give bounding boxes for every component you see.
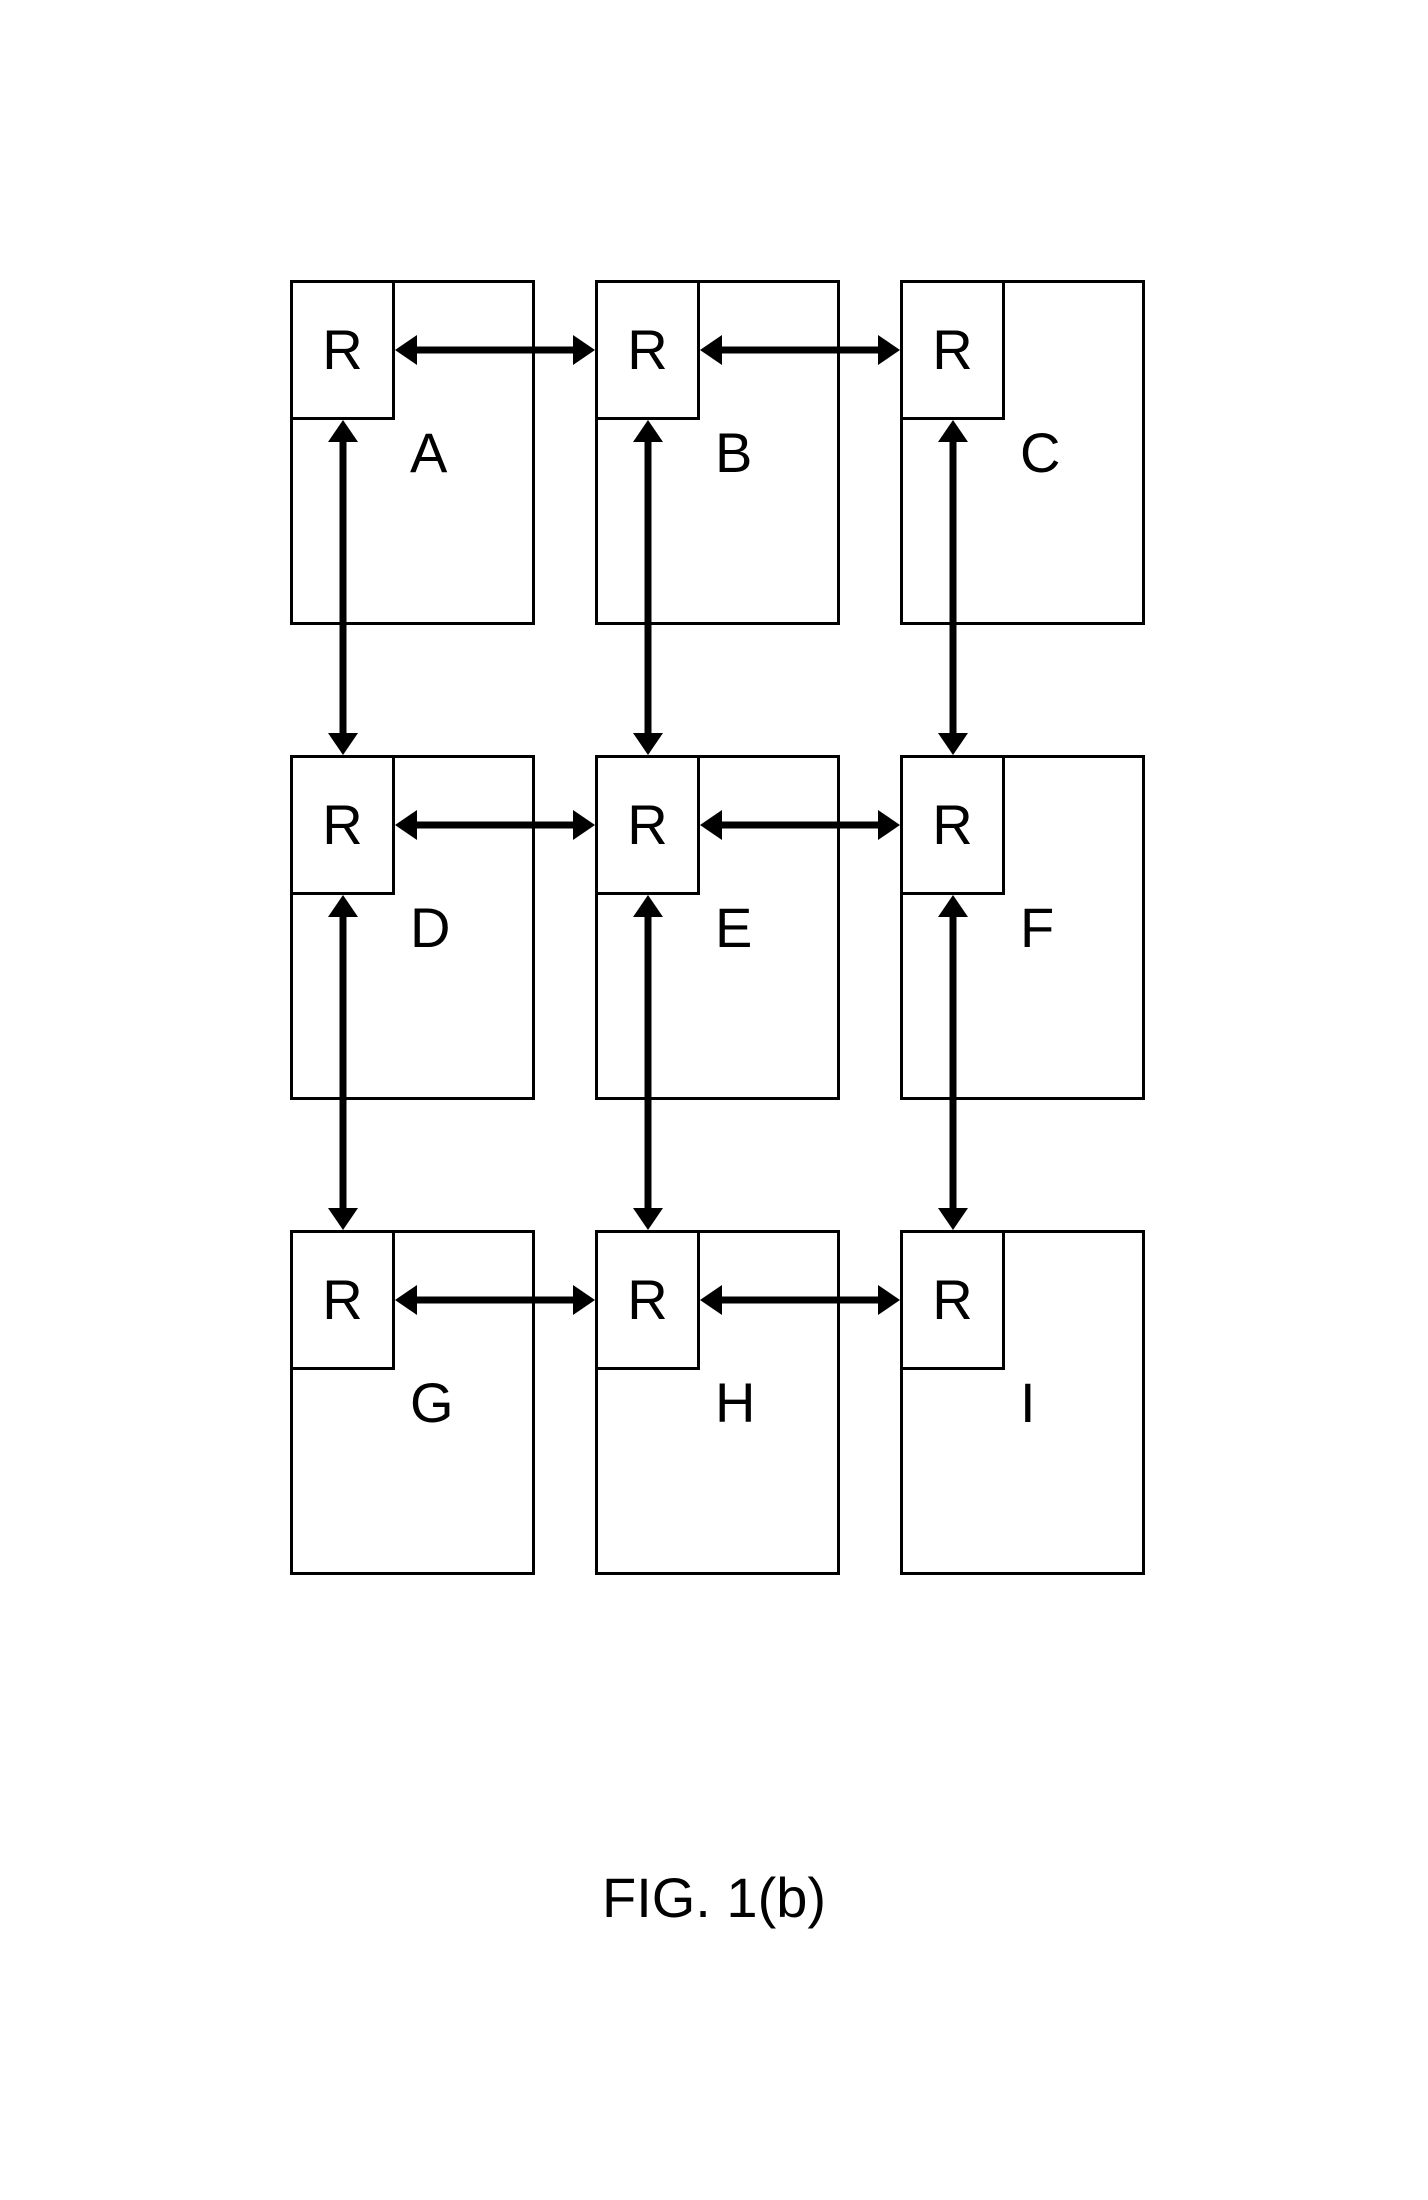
router-label: R xyxy=(932,1272,972,1328)
node-label-h: H xyxy=(715,1375,755,1431)
edge-e-f xyxy=(681,806,919,874)
edge-f-i xyxy=(934,876,1002,1249)
node-label-i: I xyxy=(1020,1375,1036,1431)
edge-b-c xyxy=(681,331,919,399)
edge-a-d xyxy=(324,401,392,774)
router-label: R xyxy=(322,322,362,378)
page: RARBRCRDRERFRGRHRI FIG. 1(b) xyxy=(0,0,1428,2200)
node-label-c: C xyxy=(1020,425,1060,481)
mesh-diagram: RARBRCRDRERFRGRHRI xyxy=(290,280,1145,1575)
edge-d-e xyxy=(376,806,614,874)
router-label: R xyxy=(322,1272,362,1328)
node-label-e: E xyxy=(715,900,752,956)
router-label: R xyxy=(627,322,667,378)
router-label: R xyxy=(932,797,972,853)
router-label: R xyxy=(627,1272,667,1328)
edge-e-h xyxy=(629,876,697,1249)
edge-g-h xyxy=(376,1281,614,1349)
router-label: R xyxy=(322,797,362,853)
node-label-d: D xyxy=(410,900,450,956)
edge-d-g xyxy=(324,876,392,1249)
node-label-b: B xyxy=(715,425,752,481)
node-label-a: A xyxy=(410,425,447,481)
edge-h-i xyxy=(681,1281,919,1349)
edge-b-e xyxy=(629,401,697,774)
node-label-f: F xyxy=(1020,900,1054,956)
edge-a-b xyxy=(376,331,614,399)
node-i: RI xyxy=(900,1230,1145,1575)
edge-c-f xyxy=(934,401,1002,774)
router-label: R xyxy=(932,322,972,378)
node-label-g: G xyxy=(410,1375,454,1431)
router-label: R xyxy=(627,797,667,853)
figure-caption: FIG. 1(b) xyxy=(514,1870,914,1926)
